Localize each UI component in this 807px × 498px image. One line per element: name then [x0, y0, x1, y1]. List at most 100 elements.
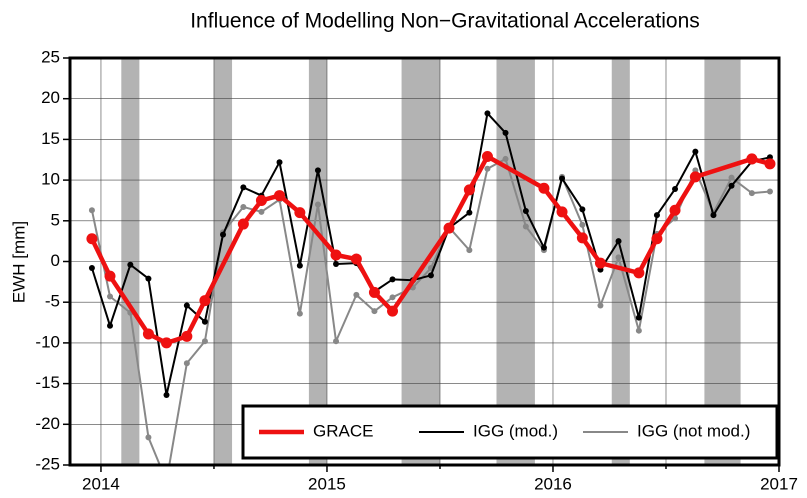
data-point [387, 305, 399, 317]
data-point [748, 190, 755, 197]
data-point [296, 310, 303, 317]
x-tick-label: 2016 [534, 474, 572, 493]
data-point [766, 188, 773, 195]
data-point [522, 208, 529, 215]
data-point [597, 302, 604, 309]
data-point [615, 238, 622, 245]
legend-label: GRACE [313, 421, 373, 440]
data-point [672, 186, 679, 193]
data-point [484, 110, 491, 117]
chart-title: Influence of Modelling Non−Gravitational… [190, 10, 700, 33]
data-point [240, 184, 247, 191]
data-point [161, 337, 173, 349]
y-tick-label: -15 [35, 373, 60, 392]
data-point [350, 253, 362, 265]
data-point [183, 360, 190, 367]
data-point [764, 158, 776, 170]
data-point [163, 391, 170, 398]
x-tick-label: 2015 [308, 474, 346, 493]
data-point [466, 247, 473, 254]
data-point [594, 257, 606, 269]
data-point [635, 327, 642, 334]
data-point [540, 244, 547, 251]
data-point [728, 182, 735, 189]
data-point [522, 223, 529, 230]
data-point [710, 212, 717, 219]
data-point [274, 190, 286, 202]
data-point [330, 249, 342, 261]
plot-area [70, 58, 779, 484]
data-point [579, 221, 586, 228]
data-point [107, 322, 114, 329]
data-point [314, 201, 321, 208]
data-point [466, 209, 473, 216]
y-tick-label: -20 [35, 414, 60, 433]
y-tick-label: -5 [45, 292, 60, 311]
data-point [728, 174, 735, 181]
data-point [199, 295, 211, 307]
data-point [276, 159, 283, 166]
data-point [427, 272, 434, 279]
data-point [127, 261, 134, 268]
data-point [255, 194, 267, 206]
x-tick-label: 2014 [82, 474, 120, 493]
data-point [689, 171, 701, 183]
data-point [145, 275, 152, 282]
data-point [258, 208, 265, 215]
data-point [389, 276, 396, 283]
data-point [240, 203, 247, 210]
data-point [653, 212, 660, 219]
y-tick-label: 10 [41, 170, 60, 189]
y-tick-label: -10 [35, 332, 60, 351]
data-point [484, 165, 491, 172]
data-point [107, 293, 114, 300]
data-point [296, 262, 303, 269]
legend-box [241, 404, 779, 460]
data-point [502, 155, 509, 162]
data-point [294, 207, 306, 219]
data-point [559, 175, 566, 182]
data-point [481, 150, 493, 162]
data-point [368, 286, 380, 298]
data-point [164, 478, 170, 484]
y-tick-label: 0 [51, 251, 60, 270]
data-point [672, 215, 679, 222]
y-tick-label: 20 [41, 88, 60, 107]
data-point [88, 265, 95, 272]
data-point [145, 434, 152, 441]
data-point [633, 267, 645, 279]
plot-frame [68, 56, 781, 467]
y-tick-label: 15 [41, 129, 60, 148]
legend-label: IGG (not mod.) [637, 421, 750, 440]
data-point [86, 233, 98, 245]
data-point [183, 302, 190, 309]
data-point [371, 308, 378, 315]
data-point [88, 207, 95, 214]
x-tick-label: 2017 [760, 474, 798, 493]
data-point [669, 204, 681, 216]
data-point [579, 206, 586, 213]
data-point [443, 222, 455, 234]
data-point [353, 291, 360, 298]
data-point [556, 206, 568, 218]
data-point [389, 294, 396, 301]
data-point [314, 167, 321, 174]
data-point [463, 184, 475, 196]
data-point [201, 338, 208, 345]
data-point [104, 270, 116, 282]
data-point [220, 231, 227, 238]
data-point [181, 330, 193, 342]
data-point [615, 254, 622, 261]
data-point [746, 153, 758, 165]
data-point [333, 338, 340, 345]
data-point [237, 218, 249, 230]
data-point [692, 148, 699, 155]
y-tick-label: -25 [35, 454, 60, 473]
data-point [502, 129, 509, 136]
data-point [201, 318, 208, 325]
data-point [538, 182, 550, 194]
legend-label: IGG (mod.) [473, 421, 558, 440]
data-point [333, 260, 340, 267]
